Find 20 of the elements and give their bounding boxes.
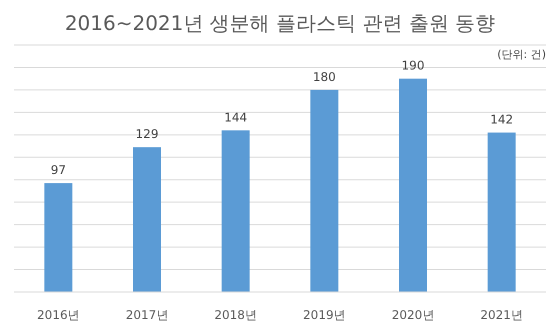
data-label: 142 (490, 112, 514, 127)
data-label: 129 (136, 127, 158, 142)
data-label: 97 (50, 163, 66, 178)
x-tick-label: 2021년 (480, 308, 523, 322)
bar (133, 147, 161, 292)
data-label: 144 (224, 110, 248, 124)
chart-title: 2016~2021년 생분해 플라스틱 관련 출원 동향 (64, 11, 496, 35)
x-tick-label: 2020년 (392, 308, 434, 322)
data-label: 180 (312, 70, 336, 84)
x-tick-label: 2017년 (126, 308, 168, 322)
bar (222, 130, 250, 292)
bar (488, 132, 516, 292)
bar (44, 183, 72, 292)
bar (399, 78, 427, 292)
annotation: (단위: 건) (497, 48, 546, 61)
x-tick-label: 2016년 (37, 308, 80, 322)
data-label: 190 (402, 58, 424, 73)
x-tick-label: 2018년 (214, 308, 257, 322)
x-tick-label: 2019년 (303, 308, 346, 322)
bar (310, 90, 338, 292)
